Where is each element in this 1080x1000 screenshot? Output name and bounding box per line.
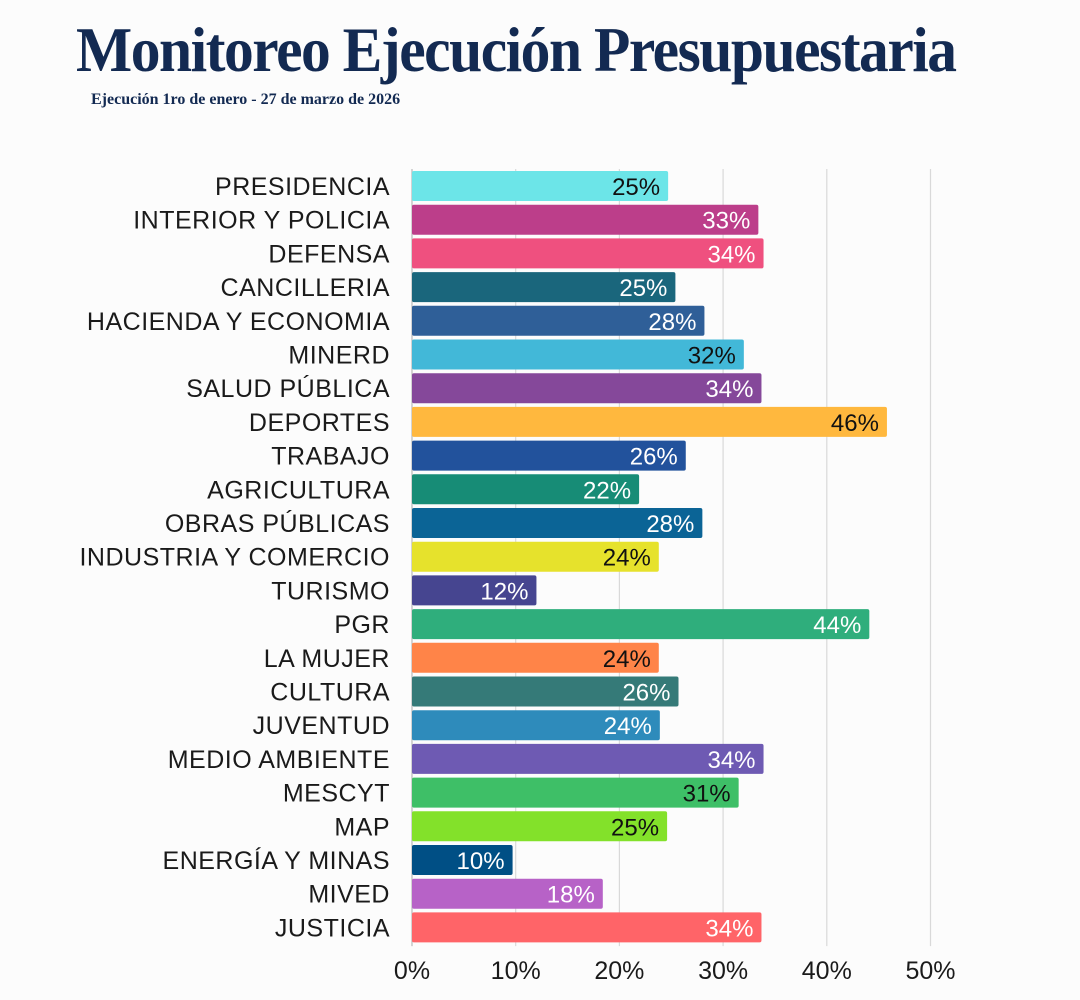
value-label: 46%: [831, 410, 879, 437]
category-label: LA MUJER: [264, 645, 390, 673]
value-label: 12%: [480, 578, 528, 605]
value-label: 33%: [702, 208, 750, 235]
bar: [412, 406, 887, 437]
category-label: TURISMO: [271, 577, 390, 605]
bar: [412, 642, 659, 673]
category-label: CULTURA: [270, 679, 390, 707]
value-label: 28%: [648, 309, 696, 336]
value-labels: 25% 33% 34% 25% 28% 32% 34% 46% 26% 22% 28% 24% 12% 4…: [457, 174, 879, 942]
bar: [412, 204, 759, 235]
bar: [412, 710, 660, 741]
chart-title: Monitoreo Ejecución Presupuestaria: [76, 14, 957, 85]
value-label: 25%: [612, 174, 660, 201]
value-label: 24%: [603, 545, 651, 572]
category-label: PGR: [334, 611, 390, 639]
bar: [412, 541, 659, 572]
value-label: 28%: [646, 511, 694, 538]
bar: [412, 474, 640, 505]
bar: [412, 272, 676, 303]
bar: [412, 171, 669, 201]
bar: [412, 878, 603, 909]
category-label: SALUD PÚBLICA: [186, 374, 390, 403]
category-label: CANCILLERIA: [221, 274, 390, 302]
value-label: 10%: [457, 848, 505, 875]
x-tick-label: 50%: [905, 957, 955, 985]
value-label: 25%: [611, 814, 659, 841]
category-label: ENERGÍA Y MINAS: [163, 846, 390, 875]
value-label: 32%: [688, 343, 736, 370]
bar: [412, 508, 703, 538]
value-label: 34%: [707, 241, 755, 268]
category-label: TRABAJO: [271, 443, 390, 471]
category-label: OBRAS PÚBLICAS: [165, 509, 390, 538]
value-label: 25%: [619, 275, 667, 302]
category-label: JUSTICIA: [275, 914, 390, 942]
x-axis-ticks: 0% 10% 20% 30% 40% 50%: [394, 957, 956, 985]
category-label: DEPORTES: [249, 409, 390, 437]
bar: [412, 609, 870, 640]
bars: [412, 171, 887, 943]
value-label: 34%: [707, 747, 755, 774]
bar: [412, 575, 537, 606]
bar: [412, 373, 762, 404]
bar: [412, 440, 686, 471]
x-tick-label: 30%: [698, 957, 748, 985]
value-label: 34%: [705, 376, 753, 403]
bar: [412, 339, 744, 370]
value-label: 24%: [604, 713, 652, 740]
value-label: 26%: [622, 680, 670, 707]
category-label: INTERIOR Y POLICIA: [133, 207, 390, 235]
category-label: MAP: [334, 813, 390, 841]
bar: [412, 305, 705, 336]
value-label: 18%: [547, 882, 595, 909]
value-label: 24%: [603, 646, 651, 673]
x-tick-label: 20%: [594, 957, 644, 985]
category-label: MESCYT: [283, 780, 390, 808]
x-tick-label: 40%: [802, 957, 852, 985]
category-label: INDUSTRIA Y COMERCIO: [79, 544, 390, 572]
bar: [412, 845, 513, 875]
category-label: MEDIO AMBIENTE: [168, 746, 390, 774]
category-label: DEFENSA: [268, 240, 390, 268]
chart-subtitle: Ejecución 1ro de enero - 27 de marzo de …: [91, 91, 401, 108]
bar: [412, 238, 764, 269]
category-label: AGRICULTURA: [207, 476, 390, 504]
category-label: JUVENTUD: [253, 712, 390, 740]
category-labels: PRESIDENCIA INTERIOR Y POLICIA DEFENSA CANC…: [79, 173, 390, 942]
value-label: 34%: [705, 915, 753, 942]
category-label: MIVED: [308, 881, 390, 909]
category-label: MINERD: [288, 342, 390, 370]
bar: [412, 743, 764, 774]
bar: [412, 811, 668, 842]
bar: [412, 676, 679, 707]
x-tick-label: 0%: [394, 957, 430, 985]
value-label: 22%: [583, 477, 631, 504]
category-label: HACIENDA Y ECONOMIA: [87, 308, 390, 336]
bar: [412, 777, 739, 808]
category-label: PRESIDENCIA: [215, 173, 390, 201]
x-tick-label: 10%: [491, 957, 541, 985]
value-label: 31%: [683, 781, 731, 808]
bar: [412, 912, 762, 943]
value-label: 44%: [813, 612, 861, 639]
value-label: 26%: [630, 444, 678, 471]
